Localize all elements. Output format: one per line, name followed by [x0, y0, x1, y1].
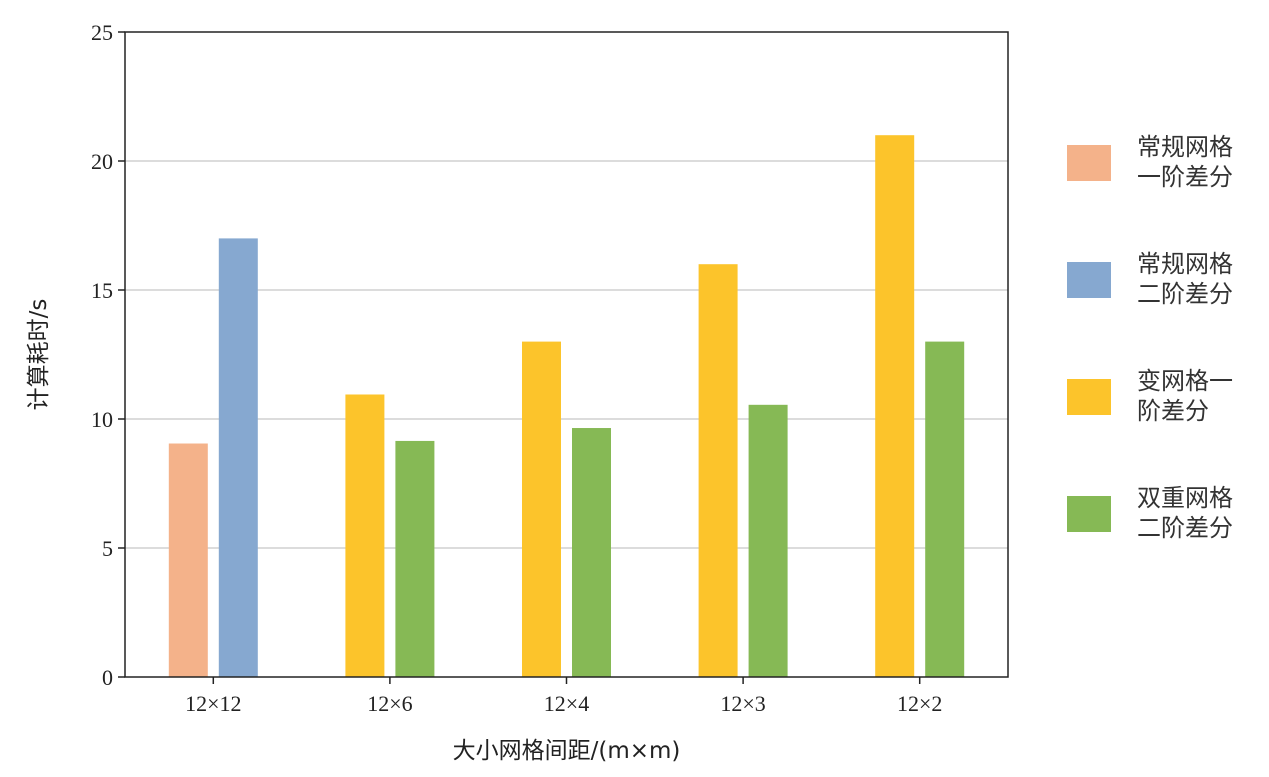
y-tick-label: 10 — [91, 407, 113, 432]
y-tick-label: 20 — [91, 149, 113, 174]
bar — [925, 341, 965, 677]
bar — [522, 341, 561, 677]
x-axis-title: 大小网格间距/(m×m) — [453, 738, 681, 764]
bars — [168, 135, 965, 677]
legend-item: 常规网格一阶差分 — [1067, 133, 1233, 191]
y-tick-label: 25 — [91, 20, 113, 45]
legend-item: 变网格一阶差分 — [1067, 367, 1233, 425]
legend-swatch — [1067, 262, 1111, 298]
bar — [168, 443, 208, 677]
x-tick-label: 12×4 — [544, 691, 589, 716]
x-tick-label: 12×2 — [897, 691, 942, 716]
bar — [395, 440, 435, 677]
legend-label: 常规网格一阶差分 — [1137, 133, 1233, 191]
bar — [572, 428, 611, 677]
legend-label: 双重网格二阶差分 — [1137, 484, 1233, 542]
legend-label: 变网格一阶差分 — [1137, 367, 1233, 425]
y-axis-title: 计算耗时/s — [26, 299, 52, 411]
legend-label: 常规网格二阶差分 — [1137, 250, 1233, 308]
bar — [698, 264, 738, 677]
bar — [875, 135, 915, 677]
x-tick-label: 12×12 — [185, 691, 241, 716]
y-tick-label: 5 — [102, 536, 113, 561]
y-tick-label: 0 — [102, 665, 113, 690]
bar — [345, 394, 385, 677]
x-axis: 12×12 12×6 12×4 12×3 12×2 — [185, 677, 942, 716]
gridlines — [125, 160, 1008, 549]
bar — [748, 404, 788, 677]
legend-swatch — [1067, 496, 1111, 532]
x-tick-label: 12×3 — [720, 691, 765, 716]
x-tick-label: 12×6 — [367, 691, 412, 716]
legend-swatch — [1067, 145, 1111, 181]
y-tick-label: 15 — [91, 278, 113, 303]
legend-swatch — [1067, 379, 1111, 415]
legend-item: 常规网格二阶差分 — [1067, 250, 1233, 308]
y-axis: 0 5 10 15 20 25 — [91, 20, 125, 690]
legend-item: 双重网格二阶差分 — [1067, 484, 1233, 542]
bar — [218, 238, 258, 677]
